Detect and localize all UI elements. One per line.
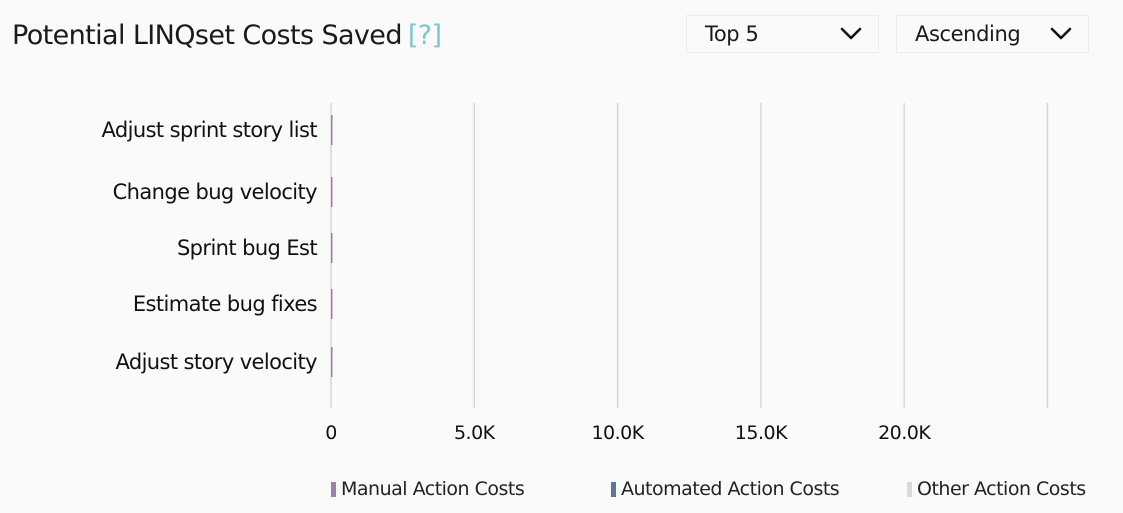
legend-label-automated: Automated Action Costs <box>621 478 840 500</box>
x-tick-label: 20.0K <box>878 422 931 444</box>
top-n-select[interactable]: Top 5 <box>686 15 879 53</box>
bar-manual-action-costs <box>331 289 333 319</box>
legend-item-other[interactable]: Other Action Costs <box>907 478 1086 500</box>
x-tick-label: 10.0K <box>591 422 644 444</box>
bar-chart: 0 5.0K 10.0K 15.0K 20.0K Adjust sprint story … <box>102 103 1049 444</box>
chart-title-text: Potential LINQset Costs Saved <box>12 20 402 51</box>
legend-item-automated[interactable]: Automated Action Costs <box>611 478 840 500</box>
sort-order-select[interactable]: Ascending <box>896 15 1089 53</box>
legend-label-manual: Manual Action Costs <box>341 478 525 500</box>
legend-swatch-manual <box>331 481 336 497</box>
bar-manual-action-costs <box>331 233 333 263</box>
category-label: Adjust sprint story list <box>102 118 318 142</box>
bar-manual-action-costs <box>331 347 333 377</box>
legend-swatch-automated <box>611 481 616 497</box>
category-label: Sprint bug Est <box>177 236 317 260</box>
category-label: Change bug velocity <box>113 180 318 204</box>
legend-swatch-other <box>907 481 912 497</box>
bar-manual-action-costs <box>331 177 333 207</box>
x-tick-label: 15.0K <box>735 422 788 444</box>
x-tick-label: 5.0K <box>454 422 496 444</box>
help-link[interactable]: [?] <box>407 20 442 51</box>
category-label: Estimate bug fixes <box>133 292 317 316</box>
top-n-select-value: Top 5 <box>705 22 759 46</box>
sort-order-select-value: Ascending <box>915 22 1021 46</box>
chart-title: Potential LINQset Costs Saved [?] <box>12 20 442 51</box>
legend-item-manual[interactable]: Manual Action Costs <box>331 478 525 500</box>
x-tick-label: 0 <box>325 422 337 444</box>
legend-label-other: Other Action Costs <box>917 478 1086 500</box>
bar-manual-action-costs <box>331 115 333 145</box>
chevron-down-icon <box>1050 27 1072 40</box>
category-label: Adjust story velocity <box>115 350 317 374</box>
chevron-down-icon <box>840 27 862 40</box>
